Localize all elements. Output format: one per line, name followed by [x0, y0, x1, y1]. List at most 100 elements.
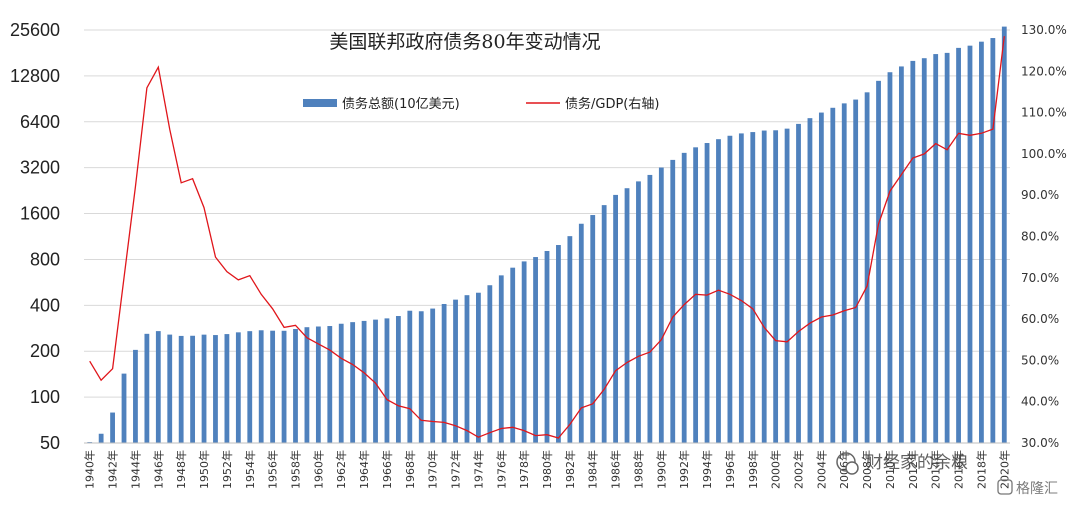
- debt-bar: [98, 433, 104, 443]
- x-tick-label: 1976年: [494, 450, 508, 489]
- x-tick-label: 1956年: [266, 450, 280, 489]
- debt-bar: [887, 72, 893, 443]
- debt-bar: [990, 38, 996, 443]
- debt-bar: [395, 316, 401, 443]
- debt-bar: [624, 188, 630, 443]
- debt-bar: [556, 245, 561, 443]
- debt-bar: [487, 285, 493, 443]
- x-tick-label: 1964年: [357, 450, 371, 489]
- debt-bar: [567, 236, 573, 443]
- debt-bar: [304, 327, 310, 443]
- left-tick-label: 3200: [20, 158, 60, 178]
- brand-text: 格隆汇: [1016, 481, 1058, 497]
- x-tick-label: 1980年: [540, 450, 554, 489]
- debt-bar: [453, 299, 458, 443]
- x-tick-label: 1954年: [243, 450, 257, 489]
- left-tick-label: 6400: [20, 112, 60, 132]
- x-tick-label: 2000年: [769, 450, 783, 489]
- debt-bar: [944, 52, 950, 443]
- debt-bar: [704, 143, 710, 443]
- debt-bar: [498, 275, 504, 443]
- debt-bar: [910, 60, 916, 443]
- debt-bar: [693, 147, 699, 444]
- debt-bars-series: [87, 26, 1007, 444]
- debt-bar: [464, 295, 470, 443]
- right-tick-label: 30.0%: [1021, 436, 1059, 450]
- x-tick-label: 1952年: [220, 450, 234, 489]
- wechat-icon-inner: [845, 461, 859, 475]
- x-tick-label: 1972年: [449, 450, 463, 489]
- debt-to-gdp-line: [89, 36, 1005, 439]
- debt-bar: [841, 103, 847, 443]
- debt-bar: [407, 310, 413, 443]
- debt-bar: [167, 334, 173, 443]
- debt-bar: [898, 66, 904, 443]
- debt-bar: [258, 330, 264, 443]
- debt-bar: [750, 132, 756, 444]
- x-tick-label: 1962年: [334, 450, 348, 489]
- chart-title: 美国联邦政府债务80年变动情况: [329, 31, 600, 53]
- x-tick-label: 1948年: [174, 450, 188, 489]
- left-tick-label: 800: [30, 249, 60, 269]
- x-tick-label: 1960年: [311, 450, 325, 489]
- x-tick-label: 1988年: [631, 450, 645, 489]
- left-tick-label: 200: [30, 341, 60, 361]
- x-tick-label: 1974年: [471, 450, 485, 489]
- brand-logo-icon: [997, 479, 1013, 495]
- x-tick-label: 1986年: [609, 450, 623, 489]
- debt-bar: [224, 334, 230, 443]
- debt-bar: [178, 335, 184, 443]
- debt-bar: [716, 139, 721, 443]
- debt-bar: [350, 322, 356, 443]
- debt-bar: [578, 223, 584, 443]
- x-tick-label: 2020年: [997, 450, 1011, 489]
- right-tick-label: 60.0%: [1021, 312, 1059, 326]
- debt-bar: [876, 80, 881, 444]
- debt-bar: [830, 107, 836, 443]
- debt-bar: [670, 159, 676, 443]
- debt-bar: [190, 335, 196, 443]
- debt-bar: [727, 135, 733, 443]
- debt-bar: [590, 215, 596, 443]
- debt-bar: [956, 47, 961, 444]
- right-tick-label: 110.0%: [1021, 106, 1067, 120]
- right-tick-label: 40.0%: [1021, 395, 1059, 409]
- debt-bar: [293, 329, 298, 443]
- debt-bar: [144, 333, 150, 443]
- x-tick-label: 1968年: [403, 450, 417, 489]
- right-tick-label: 120.0%: [1021, 64, 1067, 78]
- debt-bar: [818, 112, 824, 443]
- debt-bar: [807, 118, 813, 443]
- debt-bar: [510, 267, 516, 443]
- x-tick-label: 1994年: [700, 450, 714, 489]
- left-tick-label: 400: [30, 295, 60, 315]
- debt-bar: [201, 334, 207, 443]
- debt-bar: [796, 123, 801, 444]
- right-tick-label: 100.0%: [1021, 147, 1067, 161]
- debt-bar: [281, 330, 287, 443]
- x-tick-label: 2016年: [952, 450, 966, 489]
- x-tick-label: 2004年: [814, 450, 828, 489]
- debt-bar: [327, 326, 333, 443]
- x-tick-label: 1950年: [197, 450, 211, 489]
- left-tick-label: 1600: [20, 204, 60, 224]
- debt-bar: [270, 330, 276, 443]
- x-tick-label: 2006年: [837, 450, 851, 489]
- left-tick-label: 100: [30, 387, 60, 407]
- debt-bar: [110, 412, 115, 443]
- x-tick-label: 1944年: [128, 450, 142, 489]
- x-tick-label: 1958年: [288, 450, 302, 489]
- x-tick-label: 2014年: [929, 450, 943, 489]
- debt-bar: [361, 320, 367, 443]
- debt-bar: [418, 311, 424, 443]
- legend: 债务总额(10亿美元) 债务/GDP(右轴): [303, 96, 659, 112]
- x-tick-label: 1940年: [83, 450, 97, 489]
- left-tick-label: 12800: [10, 66, 60, 86]
- x-axis-ticks: 1940年 1942年 1944年 1946年 1948年 1950年 1952年 1954年…: [83, 450, 1012, 489]
- x-tick-label: 1984年: [586, 450, 600, 489]
- x-tick-label: 1982年: [563, 450, 577, 489]
- left-tick-label: 50: [40, 433, 60, 453]
- x-tick-label: 1998年: [746, 450, 760, 489]
- x-tick-label: 1966年: [380, 450, 394, 489]
- debt-bar: [476, 292, 481, 443]
